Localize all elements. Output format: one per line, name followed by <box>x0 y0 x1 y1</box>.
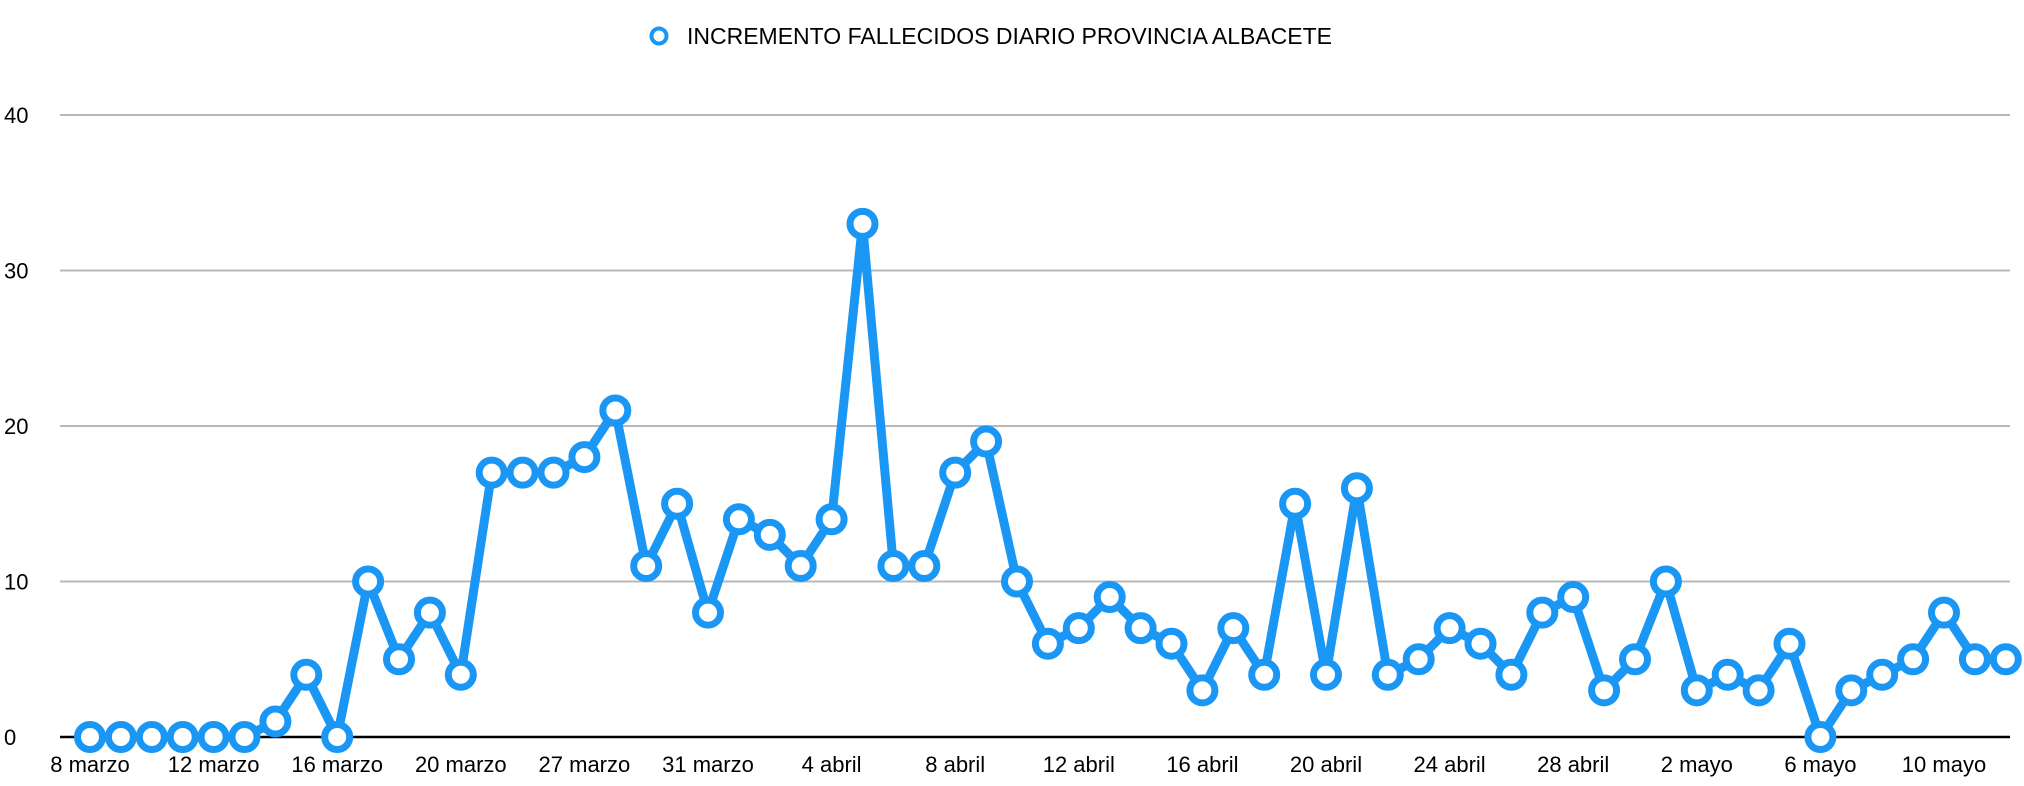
data-point <box>1495 658 1528 691</box>
y-tick-label: 20 <box>4 414 28 439</box>
data-point <box>166 721 199 753</box>
data-point <box>135 721 168 753</box>
data-point <box>1557 581 1590 614</box>
data-point <box>815 503 848 536</box>
y-tick-label: 30 <box>4 259 28 284</box>
data-point <box>1001 565 1033 598</box>
data-point <box>1155 627 1188 660</box>
data-point <box>970 425 1003 458</box>
data-point <box>290 658 323 691</box>
data-point <box>1248 658 1281 691</box>
data-point <box>599 394 632 427</box>
y-tick-label: 10 <box>4 570 28 595</box>
data-point <box>1989 643 2022 676</box>
data-point <box>352 565 385 598</box>
data-point <box>444 658 477 691</box>
data-point <box>1371 658 1404 691</box>
data-point <box>1279 487 1312 520</box>
data-point <box>1433 612 1466 645</box>
data-point <box>1526 596 1559 629</box>
gridlines <box>60 114 2010 583</box>
legend-label: INCREMENTO FALLECIDOS DIARIO PROVINCIA A… <box>687 23 1332 49</box>
data-point <box>568 441 601 474</box>
data-point <box>753 518 786 551</box>
legend-marker <box>649 26 669 46</box>
series-line-group <box>74 207 2022 753</box>
data-point <box>1835 674 1868 707</box>
x-tick-label: 31 marzo <box>662 752 754 777</box>
data-point <box>413 596 446 629</box>
data-point <box>1062 612 1095 645</box>
data-point <box>1031 627 1064 660</box>
data-point <box>1897 643 1930 676</box>
x-tick-label: 20 marzo <box>415 752 507 777</box>
x-axis-ticks: 8 marzo 12 marzo 16 marzo 20 marzo 27 marzo 3… <box>50 752 1986 777</box>
x-tick-label: 24 abril <box>1414 752 1486 777</box>
data-point <box>1093 581 1126 614</box>
data-point <box>197 721 230 753</box>
data-point <box>321 721 354 753</box>
x-tick-label: 8 marzo <box>50 752 129 777</box>
data-point <box>1402 643 1435 676</box>
x-tick-label: 6 mayo <box>1784 752 1856 777</box>
y-tick-label: 0 <box>4 725 16 750</box>
data-point <box>383 643 415 676</box>
data-point <box>1711 658 1744 691</box>
data-point <box>1186 674 1219 707</box>
data-point <box>1958 643 1991 676</box>
data-point <box>475 456 508 489</box>
x-tick-label: 12 abril <box>1043 752 1115 777</box>
data-point <box>259 705 292 738</box>
data-point <box>1773 627 1806 660</box>
data-point <box>1804 721 1837 753</box>
x-tick-label: 12 marzo <box>168 752 260 777</box>
x-tick-label: 2 mayo <box>1661 752 1733 777</box>
data-point <box>537 456 570 489</box>
data-point <box>784 549 817 582</box>
data-point <box>846 207 879 240</box>
x-tick-label: 16 abril <box>1166 752 1238 777</box>
data-point <box>908 549 941 582</box>
legend: INCREMENTO FALLECIDOS DIARIO PROVINCIA A… <box>649 23 1332 49</box>
data-point <box>722 503 755 536</box>
data-point <box>104 721 137 753</box>
data-point <box>1464 627 1497 660</box>
x-tick-label: 27 marzo <box>539 752 631 777</box>
data-point <box>1866 658 1899 691</box>
data-point <box>661 487 694 520</box>
x-tick-label: 8 abril <box>925 752 985 777</box>
data-point <box>1742 674 1775 707</box>
data-point <box>1124 612 1157 645</box>
data-point <box>1619 643 1651 676</box>
data-point <box>1649 565 1682 598</box>
x-tick-label: 10 mayo <box>1902 752 1986 777</box>
data-point <box>939 456 972 489</box>
data-point <box>74 721 106 753</box>
data-point <box>692 596 724 629</box>
x-tick-label: 28 abril <box>1537 752 1609 777</box>
x-tick-label: 4 abril <box>802 752 862 777</box>
y-axis-ticks: 0 10 20 30 40 <box>4 103 28 750</box>
data-point <box>630 549 663 582</box>
data-point <box>1340 472 1373 505</box>
data-point <box>1217 612 1250 645</box>
y-tick-label: 40 <box>4 103 28 128</box>
data-point <box>228 721 261 753</box>
data-point <box>1928 596 1960 629</box>
series-line <box>85 219 2011 742</box>
data-point <box>1310 658 1342 691</box>
x-tick-label: 16 marzo <box>291 752 383 777</box>
data-point <box>506 456 539 489</box>
x-tick-label: 20 abril <box>1290 752 1362 777</box>
data-point <box>1680 674 1713 707</box>
data-point <box>877 549 910 582</box>
data-point <box>1588 674 1621 707</box>
